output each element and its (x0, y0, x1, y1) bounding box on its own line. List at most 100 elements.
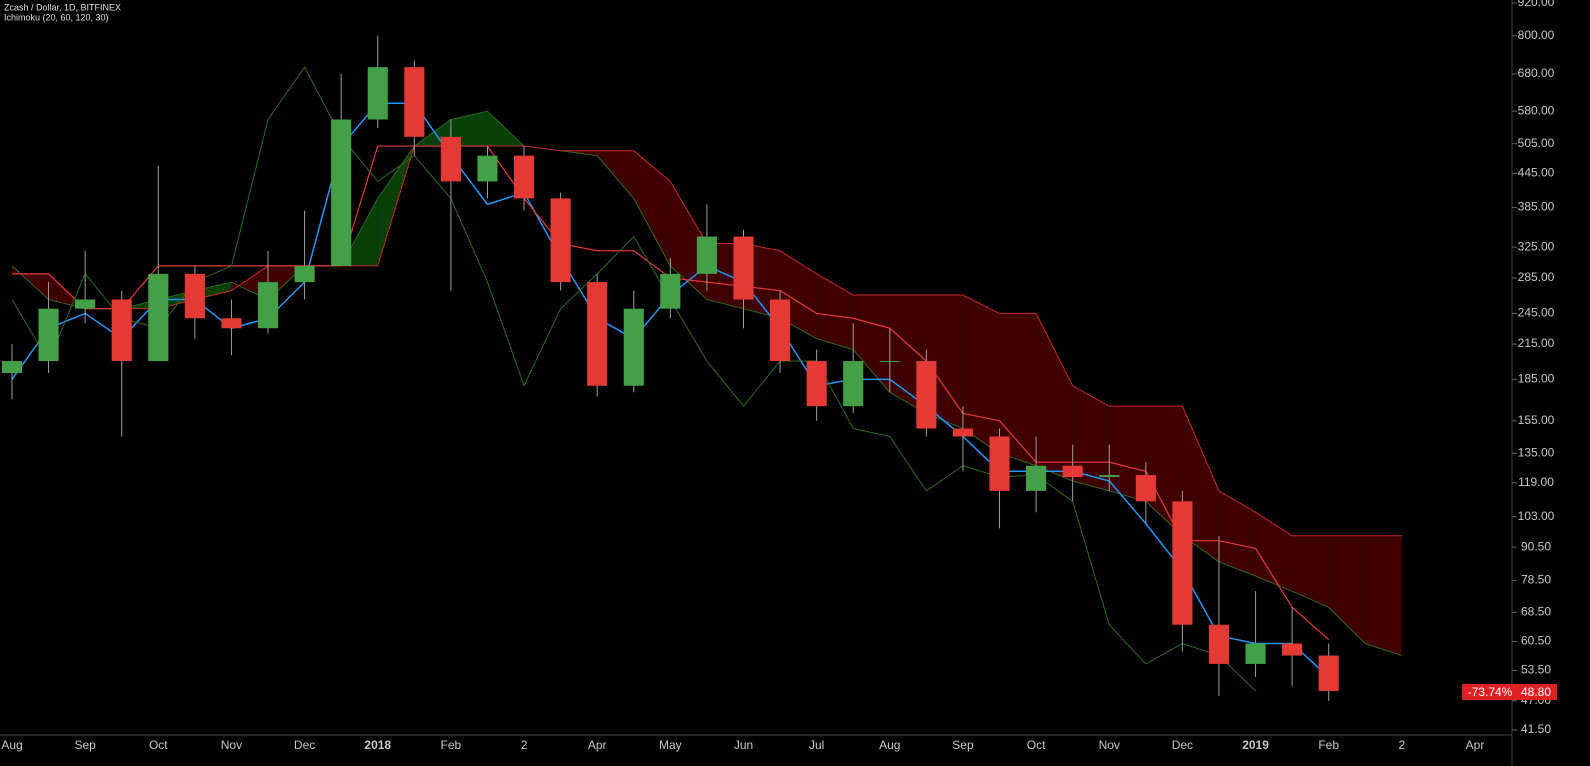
cloud-segment (597, 150, 634, 199)
candle-body (1172, 501, 1193, 625)
y-tick-label: 41.50 (1521, 722, 1551, 736)
cloud-segment (853, 295, 890, 393)
candle-body (623, 308, 644, 386)
cloud-segment (1365, 535, 1402, 656)
cloud-segment (1292, 535, 1329, 608)
price-value: 48.80 (1521, 685, 1551, 699)
x-tick-label: Oct (1027, 738, 1046, 752)
x-tick-label: Jul (809, 738, 824, 752)
candle-body (770, 299, 791, 362)
x-tick-label: Apr (1466, 738, 1485, 752)
x-tick-label: 2018 (364, 738, 391, 752)
y-tick-label: 60.50 (1521, 634, 1551, 648)
cloud-segment (816, 273, 854, 350)
x-tick-label: 2019 (1242, 738, 1269, 752)
x-tick-label: Jun (734, 738, 753, 752)
candle-body (733, 236, 754, 300)
y-tick-label: 505.00 (1518, 136, 1555, 150)
y-tick-label: 285.00 (1518, 270, 1555, 284)
y-tick-label: 119.00 (1518, 475, 1554, 489)
candle-body (1282, 643, 1303, 656)
candle-body (257, 282, 279, 329)
price-change: -73.74% (1468, 685, 1513, 699)
cloud-segment (633, 150, 671, 266)
x-tick-label: 2 (1399, 738, 1406, 752)
y-tick-label: 53.50 (1521, 663, 1551, 677)
candle-body (550, 198, 571, 283)
candle-body (916, 361, 937, 429)
indicator-label: Ichimoku (20, 60, 120, 30) (4, 12, 109, 22)
y-tick-label: 245.00 (1518, 306, 1555, 320)
candle-body (660, 273, 681, 309)
candle-body (513, 155, 535, 199)
candle-body (989, 436, 1010, 491)
x-tick-label: Nov (1099, 738, 1120, 752)
y-tick-label: 920.00 (1518, 0, 1555, 9)
candle-body (1026, 465, 1047, 491)
candle-body (38, 308, 59, 362)
candle-body (440, 136, 461, 182)
y-tick-label: 800.00 (1518, 28, 1555, 42)
x-tick-label: Sep (74, 738, 96, 752)
span-a-line (11, 110, 1403, 657)
candle-body (1245, 643, 1266, 664)
y-tick-label: 103.00 (1518, 509, 1555, 523)
candle-body (367, 67, 388, 120)
cloud-segment (999, 313, 1037, 466)
candle-body (1062, 465, 1083, 478)
candle-body (477, 155, 498, 182)
candle-body (843, 361, 864, 407)
y-tick-label: 78.50 (1521, 573, 1551, 587)
candle-body (1099, 475, 1120, 478)
y-tick-label: 155.00 (1518, 413, 1555, 427)
cloud-segment (962, 295, 1000, 454)
x-tick-label: Aug (1, 738, 22, 752)
cloud-segment (1036, 313, 1073, 481)
chart-title: Zcash / Dollar, 1D, BITFINEX (4, 2, 121, 12)
cloud-segment (1218, 490, 1256, 577)
candle-body (148, 273, 169, 362)
candle-body (587, 282, 608, 386)
candle-body (1, 361, 23, 374)
candle-layer (1, 35, 1339, 701)
y-tick-label: 580.00 (1518, 103, 1555, 117)
x-tick-label: Apr (588, 738, 607, 752)
y-tick-label: 90.50 (1521, 539, 1551, 553)
candle-body (221, 318, 242, 329)
candle-body (806, 361, 827, 407)
y-tick-label: 385.00 (1518, 200, 1555, 214)
y-tick-label: 445.00 (1518, 166, 1555, 180)
candle-body (111, 299, 132, 362)
y-tick-label: 185.00 (1518, 372, 1555, 386)
y-tick-label: 680.00 (1518, 66, 1555, 80)
candle-body (1318, 655, 1339, 692)
candle-body (696, 236, 717, 274)
candle-body (294, 265, 315, 283)
x-tick-label: Nov (221, 738, 242, 752)
y-tick-label: 325.00 (1518, 239, 1555, 253)
candle-body (184, 273, 205, 319)
candle-body (331, 119, 352, 266)
price-tag (1462, 683, 1557, 700)
axes-layer: 920.00 800.00 680.00 580.00 505.00 445.00 385.… (0, 0, 1557, 766)
candle-body (1135, 475, 1156, 502)
candle-body (952, 428, 974, 437)
candle-body (879, 361, 900, 363)
cloud-segment (1328, 535, 1366, 644)
cloud-segment (1255, 512, 1293, 592)
x-tick-label: May (659, 738, 682, 752)
candle-body (404, 67, 425, 137)
y-tick-label: 68.50 (1521, 605, 1551, 619)
candle-body (1208, 624, 1230, 664)
x-tick-label: Dec (1172, 738, 1193, 752)
candle-body (75, 299, 96, 309)
x-tick-label: Feb (441, 738, 462, 752)
y-tick-label: 215.00 (1518, 336, 1555, 350)
x-tick-label: Aug (879, 738, 900, 752)
x-tick-label: Feb (1318, 738, 1339, 752)
cloud-segment (1072, 385, 1110, 491)
x-tick-label: Sep (952, 738, 974, 752)
